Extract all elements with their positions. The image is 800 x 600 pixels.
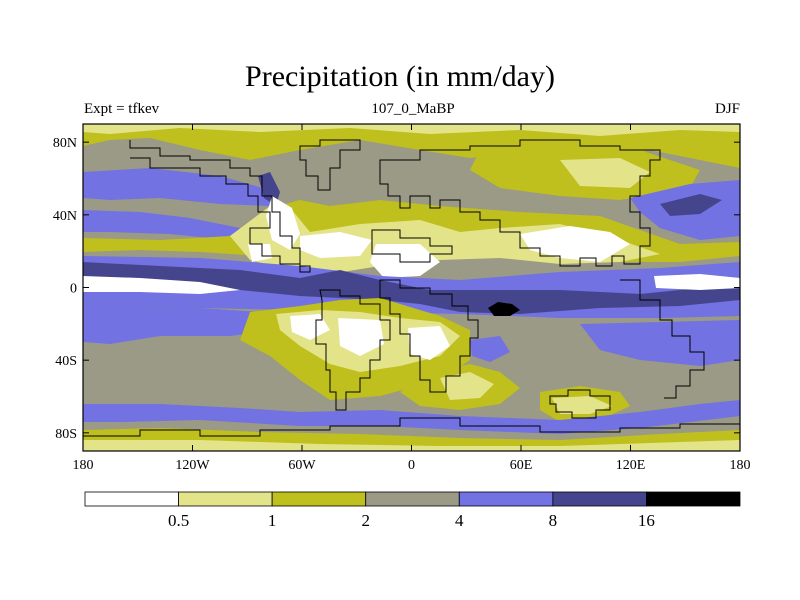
eurasia-coast — [379, 139, 661, 267]
south-dry-white-2 — [338, 318, 384, 356]
north-america-coast — [129, 140, 311, 273]
axis-ticks: 180 120W 60W 0 60E 120E 180 80N 40N 0 40S 80S — [53, 124, 751, 473]
north-dry-white-5 — [248, 244, 272, 262]
north-dry-white-2 — [300, 232, 372, 258]
south-africa-blue — [470, 336, 510, 362]
time-label: 107_0_MaBP — [371, 101, 455, 117]
season-label: DJF — [714, 101, 740, 117]
south-america-coast — [315, 289, 391, 411]
antarctica-coast — [83, 417, 740, 437]
map-plot — [83, 124, 740, 451]
greenland-coast — [299, 139, 361, 191]
africa-coast — [379, 279, 479, 393]
north-dry-white-4 — [520, 226, 630, 262]
colorbar-swatch — [646, 491, 741, 507]
x-tick-label: 180 — [73, 458, 94, 473]
y-tick-label: 80N — [53, 136, 77, 151]
x-tick-label: 120E — [616, 458, 646, 473]
colorbar-level-label: 4 — [455, 511, 464, 530]
x-tick-label: 120W — [175, 458, 210, 473]
max-precip-core — [488, 302, 520, 316]
equator-white-band — [83, 276, 240, 294]
antarctic-light — [83, 440, 740, 451]
coastlines — [83, 139, 740, 437]
south-pacific-blue — [83, 300, 280, 344]
colorbar-swatch — [458, 491, 554, 507]
colorbar-swatch — [84, 491, 179, 507]
indian-ocean-blue — [580, 320, 740, 366]
north-dry-white-3 — [370, 244, 440, 278]
colorbar-level-label: 0.5 — [168, 511, 189, 530]
colorbar-level-label: 8 — [549, 511, 558, 530]
y-tick-label: 80S — [55, 427, 77, 442]
colorbar-level-label: 16 — [638, 511, 655, 530]
colorbar-swatch — [552, 491, 647, 507]
colorbar-swatch — [271, 491, 367, 507]
colorbar: 0.5 1 2 4 8 16 — [84, 491, 741, 530]
experiment-label: Expt = tfkev — [84, 101, 160, 117]
australia-coast — [549, 389, 611, 419]
siberia-light — [560, 158, 650, 188]
asia-east-coast — [620, 279, 705, 399]
x-tick-label: 180 — [730, 458, 751, 473]
x-tick-label: 0 — [408, 458, 415, 473]
south-dry-white-3 — [408, 326, 450, 360]
equator-white-east — [654, 274, 740, 290]
x-tick-label: 60W — [288, 458, 316, 473]
colorbar-level-label: 1 — [268, 511, 277, 530]
x-tick-label: 60E — [510, 458, 533, 473]
north-atlantic-darkblue — [660, 194, 722, 216]
mediterranean-coast — [371, 229, 453, 263]
colorbar-swatch — [178, 491, 273, 507]
plot-title: Precipitation (in mm/day) — [245, 60, 555, 93]
colorbar-swatch — [365, 491, 460, 507]
y-tick-label: 0 — [70, 282, 77, 297]
y-tick-label: 40S — [55, 354, 77, 369]
south-africa-light — [440, 372, 494, 400]
north-pacific-blue-2 — [83, 210, 240, 240]
colorbar-level-label: 2 — [361, 511, 370, 530]
y-tick-label: 40N — [53, 209, 77, 224]
south-ocean-blue — [83, 400, 740, 434]
north-pacific-blue — [83, 168, 270, 206]
